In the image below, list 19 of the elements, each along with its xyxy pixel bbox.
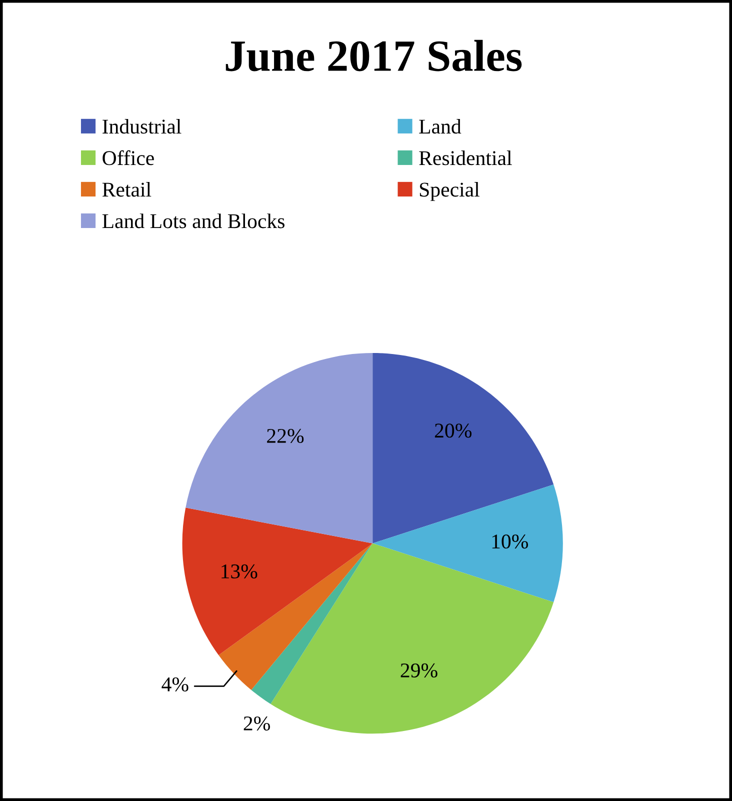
legend-label: Residential	[419, 150, 512, 166]
data-label: 22%	[267, 428, 304, 444]
pie-slice	[218, 543, 373, 690]
data-label: 20%	[434, 424, 472, 438]
legend-label: Retail	[102, 182, 152, 197]
legend-label: Land	[419, 119, 462, 134]
data-label: 2%	[244, 716, 270, 731]
pie-slice	[186, 353, 373, 544]
pie-slice	[182, 508, 373, 656]
legend-label: Industrial	[102, 119, 182, 134]
legend-label: Land Lots and Blocks	[102, 214, 284, 228]
legend-label: Special	[420, 182, 480, 201]
data-label: 4%	[162, 677, 188, 692]
chart-title: June 2017 Sales	[226, 40, 522, 72]
data-label: 10%	[492, 534, 528, 549]
data-label: 13%	[222, 564, 258, 578]
data-label: 29%	[400, 663, 438, 678]
legend-label: Office	[102, 150, 154, 166]
pie-slice	[372, 484, 563, 602]
